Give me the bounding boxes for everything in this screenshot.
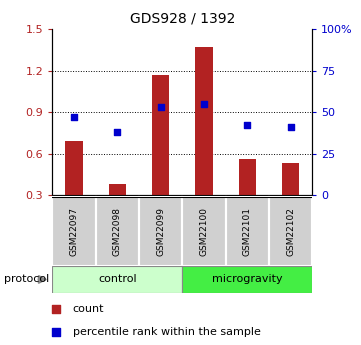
Text: count: count [73, 304, 104, 314]
Bar [182, 266, 312, 293]
Text: percentile rank within the sample: percentile rank within the sample [73, 327, 260, 337]
Bar [65, 141, 83, 195]
Bar [52, 197, 96, 266]
Text: protocol: protocol [4, 275, 49, 284]
Text: GSM22097: GSM22097 [70, 207, 78, 256]
Point [114, 129, 120, 135]
Bar [139, 197, 182, 266]
Bar [282, 163, 299, 195]
Bar [182, 197, 226, 266]
Point [71, 114, 77, 120]
Point [53, 306, 59, 312]
Text: GSM22100: GSM22100 [200, 207, 208, 256]
Text: microgravity: microgravity [212, 275, 283, 284]
Bar [152, 75, 169, 195]
Title: GDS928 / 1392: GDS928 / 1392 [130, 11, 235, 26]
Text: GSM22102: GSM22102 [286, 207, 295, 256]
Bar [269, 197, 312, 266]
Text: control: control [98, 275, 136, 284]
Bar [226, 197, 269, 266]
Bar [96, 197, 139, 266]
Point [288, 124, 293, 130]
Point [244, 122, 250, 128]
Text: GSM22099: GSM22099 [156, 207, 165, 256]
Point [158, 105, 164, 110]
Bar [195, 47, 213, 195]
Point [53, 329, 59, 334]
Text: GSM22098: GSM22098 [113, 207, 122, 256]
Bar [239, 159, 256, 195]
Bar [52, 266, 182, 293]
Text: GSM22101: GSM22101 [243, 207, 252, 256]
Point [201, 101, 207, 107]
Bar [109, 184, 126, 195]
